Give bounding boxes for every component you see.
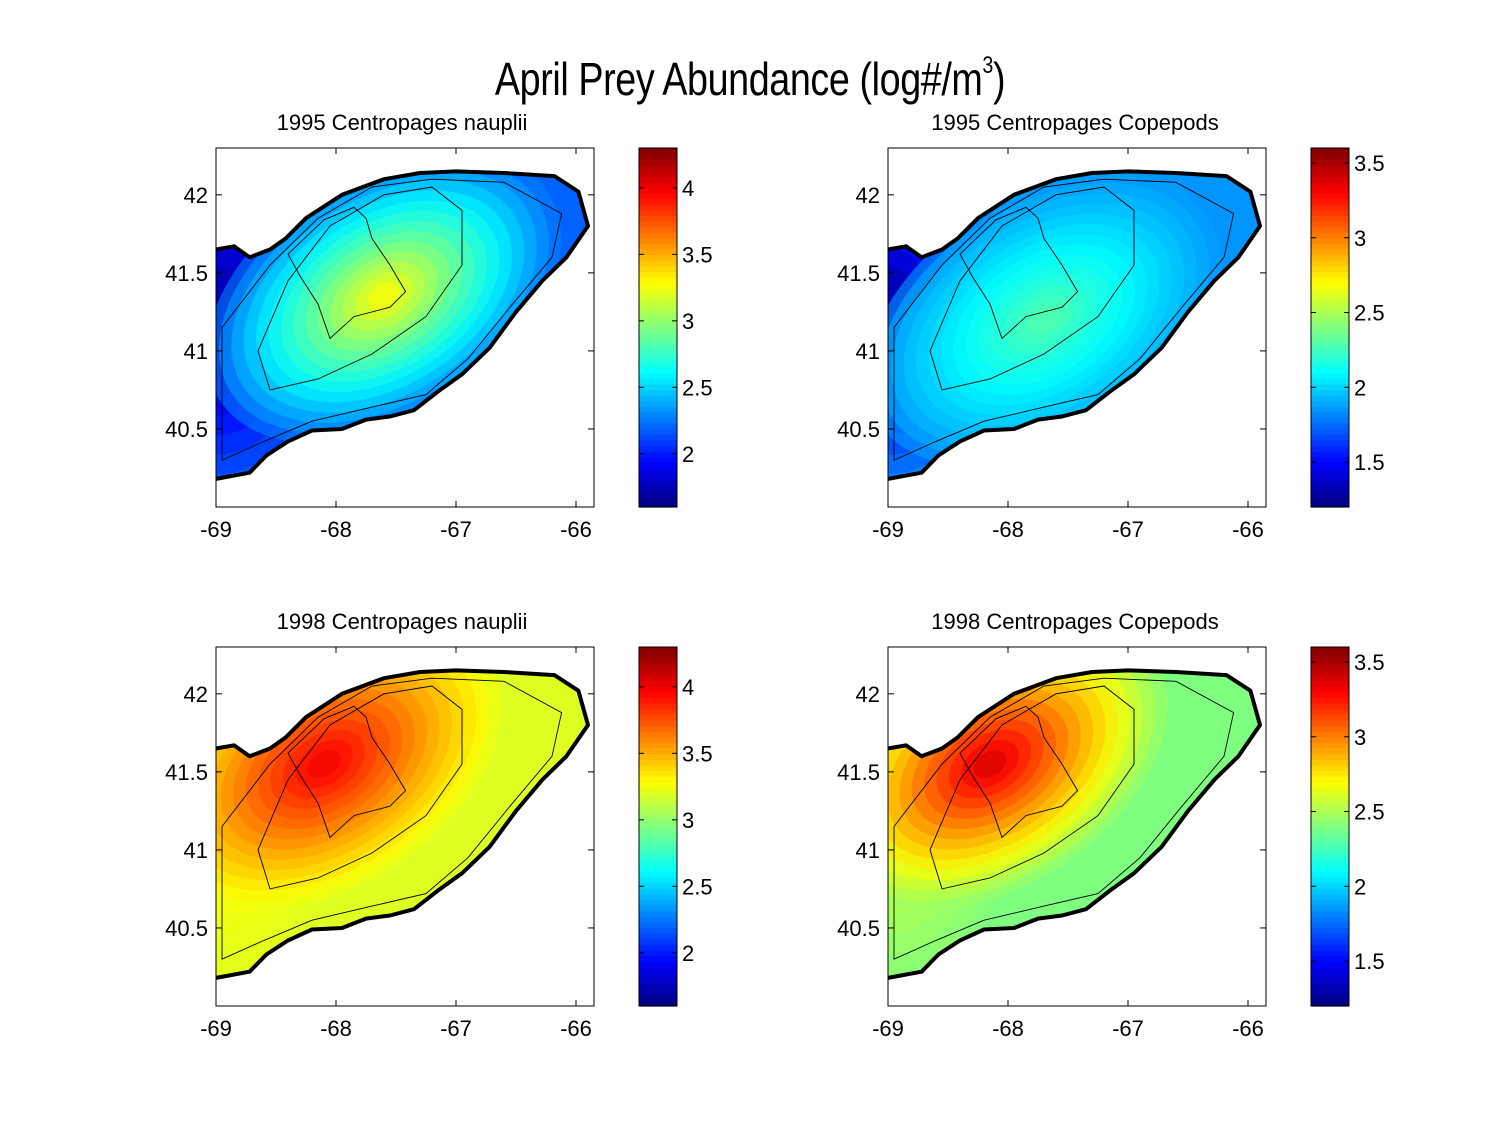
bank-outline bbox=[215, 169, 590, 481]
axes-box bbox=[887, 646, 1267, 1007]
colorbar-tick-label: 2 bbox=[682, 442, 694, 467]
panel-title: 1998 Centropages nauplii bbox=[277, 609, 528, 634]
y-tick-label: 41 bbox=[856, 838, 880, 863]
figure-title: April Prey Abundance (log#/m3) bbox=[135, 52, 1365, 106]
x-tick-label: -66 bbox=[560, 1016, 592, 1041]
x-tick-label: -69 bbox=[872, 517, 904, 542]
x-tick-label: -66 bbox=[560, 517, 592, 542]
x-tick-label: -67 bbox=[440, 517, 472, 542]
y-tick-label: 42 bbox=[184, 682, 208, 707]
x-tick-label: -66 bbox=[1232, 1016, 1264, 1041]
colorbar-tick-label: 3.5 bbox=[1354, 151, 1385, 176]
colorbar-tick-label: 3.5 bbox=[682, 242, 713, 267]
x-tick-label: -68 bbox=[320, 1016, 352, 1041]
contour-line bbox=[959, 206, 1079, 340]
y-tick-label: 41.5 bbox=[837, 261, 880, 286]
y-tick-label: 40.5 bbox=[165, 417, 208, 442]
figure-title-text: April Prey Abundance (log#/m bbox=[494, 53, 983, 105]
axes-box bbox=[215, 646, 595, 1007]
colorbar-tick-label: 3 bbox=[1354, 725, 1366, 750]
colorbar-tick-label: 3 bbox=[1354, 226, 1366, 251]
y-tick-label: 42 bbox=[856, 682, 880, 707]
figure-title-superscript: 3 bbox=[982, 52, 993, 79]
bank-outline bbox=[215, 668, 590, 980]
colorbar-tick-label: 2.5 bbox=[1354, 800, 1385, 825]
x-tick-label: -68 bbox=[992, 517, 1024, 542]
colorbar-tick-label: 3 bbox=[682, 808, 694, 833]
x-tick-label: -69 bbox=[872, 1016, 904, 1041]
contour-line bbox=[959, 705, 1079, 839]
contour-line bbox=[893, 178, 1235, 461]
bank-outline bbox=[887, 169, 1262, 481]
abundance-field bbox=[888, 670, 1260, 978]
colorbar-tick-label: 4 bbox=[682, 176, 694, 201]
colorbar-tick-label: 3 bbox=[682, 309, 694, 334]
y-tick-label: 40.5 bbox=[837, 916, 880, 941]
colorbar-tick-label: 3.5 bbox=[1354, 650, 1385, 675]
y-tick-label: 41.5 bbox=[165, 760, 208, 785]
panel-title: 1995 Centropages Copepods bbox=[931, 110, 1218, 135]
colorbar: 2 2.5 3 3.5 4 bbox=[638, 147, 713, 508]
y-tick-label: 41.5 bbox=[165, 261, 208, 286]
figure-title-close: ) bbox=[992, 53, 1006, 105]
contour-line bbox=[929, 186, 1135, 391]
contour-line bbox=[257, 186, 463, 391]
x-tick-label: -67 bbox=[1112, 517, 1144, 542]
colorbar-tick-label: 2 bbox=[1354, 375, 1366, 400]
colorbar: 2 2.5 3 3.5 4 bbox=[638, 646, 713, 1007]
x-tick-label: -67 bbox=[1112, 1016, 1144, 1041]
panel-3: 1998 Centropages nauplii -69 -68 -67 -66 40.5… bbox=[165, 609, 713, 1041]
colorbar-tick-label: 3.5 bbox=[682, 741, 713, 766]
contour-line bbox=[287, 705, 407, 839]
colorbar-tick-label: 2.5 bbox=[1354, 301, 1385, 326]
x-tick-label: -68 bbox=[320, 517, 352, 542]
contour-line bbox=[287, 206, 407, 340]
contour-line bbox=[893, 677, 1235, 960]
y-tick-label: 41.5 bbox=[837, 760, 880, 785]
y-tick-label: 41 bbox=[184, 838, 208, 863]
abundance-field bbox=[216, 171, 588, 479]
y-tick-label: 40.5 bbox=[837, 417, 880, 442]
y-tick-label: 41 bbox=[184, 339, 208, 364]
colorbar-tick-label: 4 bbox=[682, 675, 694, 700]
x-tick-label: -66 bbox=[1232, 517, 1264, 542]
colorbar-tick-label: 2.5 bbox=[682, 375, 713, 400]
colorbar-tick-label: 2.5 bbox=[682, 874, 713, 899]
y-tick-label: 42 bbox=[856, 183, 880, 208]
x-tick-label: -69 bbox=[200, 517, 232, 542]
panel-4: 1998 Centropages Copepods -69 -68 -67 -66 40.… bbox=[837, 609, 1385, 1041]
x-tick-label: -69 bbox=[200, 1016, 232, 1041]
y-tick-label: 42 bbox=[184, 183, 208, 208]
panel-title: 1995 Centropages nauplii bbox=[277, 110, 528, 135]
contour-line bbox=[221, 677, 563, 960]
colorbar: 1.5 2 2.5 3 3.5 bbox=[1310, 646, 1385, 1007]
colorbar-tick-label: 1.5 bbox=[1354, 450, 1385, 475]
colorbar-tick-label: 2 bbox=[1354, 874, 1366, 899]
axes-box bbox=[215, 147, 595, 508]
colorbar-tick-label: 1.5 bbox=[1354, 949, 1385, 974]
x-tick-label: -68 bbox=[992, 1016, 1024, 1041]
bank-outline bbox=[887, 668, 1262, 980]
panel-1: 1995 Centropages nauplii -69 -68 -67 -66 40.5… bbox=[165, 110, 713, 542]
colorbar: 1.5 2 2.5 3 3.5 bbox=[1310, 147, 1385, 508]
panel-title: 1998 Centropages Copepods bbox=[931, 609, 1218, 634]
axes-box bbox=[887, 147, 1267, 508]
y-tick-label: 41 bbox=[856, 339, 880, 364]
x-tick-label: -67 bbox=[440, 1016, 472, 1041]
colorbar-tick-label: 2 bbox=[682, 941, 694, 966]
y-tick-label: 40.5 bbox=[165, 916, 208, 941]
contour-line bbox=[221, 178, 563, 461]
panel-2: 1995 Centropages Copepods -69 -68 -67 -66 40.… bbox=[837, 110, 1385, 542]
contour-line bbox=[257, 685, 463, 890]
contour-line bbox=[929, 685, 1135, 890]
